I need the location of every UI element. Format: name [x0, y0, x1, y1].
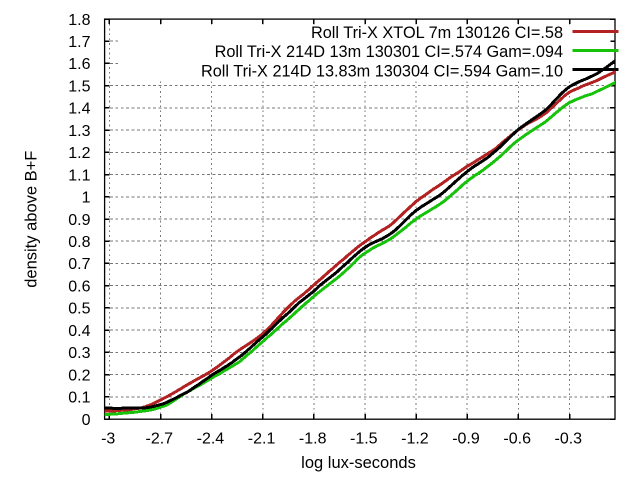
svg-text:0: 0 — [82, 412, 91, 429]
svg-text:-2.7: -2.7 — [146, 431, 174, 448]
svg-text:1.5: 1.5 — [68, 79, 90, 96]
svg-text:log lux-seconds: log lux-seconds — [301, 454, 416, 472]
svg-text:1.2: 1.2 — [68, 145, 90, 162]
svg-text:1.6: 1.6 — [68, 56, 90, 73]
svg-text:Roll Tri-X XTOL 7m 130126 CI=.: Roll Tri-X XTOL 7m 130126 CI=.58 — [311, 24, 563, 42]
svg-text:0.3: 0.3 — [68, 345, 90, 362]
svg-text:0.2: 0.2 — [68, 367, 90, 384]
svg-text:1.1: 1.1 — [68, 167, 90, 184]
svg-text:1.3: 1.3 — [68, 123, 90, 140]
svg-text:0.7: 0.7 — [68, 256, 90, 273]
svg-text:0.6: 0.6 — [68, 279, 90, 296]
svg-text:0.9: 0.9 — [68, 212, 90, 229]
svg-text:Roll Tri-X 214D 13.83m 130304: Roll Tri-X 214D 13.83m 130304 CI=.594 Ga… — [201, 62, 563, 80]
svg-text:-0.3: -0.3 — [555, 431, 583, 448]
svg-text:0.8: 0.8 — [68, 234, 90, 251]
svg-text:-3: -3 — [101, 431, 115, 448]
svg-text:1.7: 1.7 — [68, 34, 90, 51]
svg-text:Roll Tri-X 214D 13m 130301 CI=: Roll Tri-X 214D 13m 130301 CI=.574 Gam=.… — [215, 43, 563, 61]
svg-text:0.1: 0.1 — [68, 390, 90, 407]
svg-text:-0.6: -0.6 — [503, 431, 531, 448]
svg-text:1.8: 1.8 — [68, 12, 90, 29]
svg-text:-2.4: -2.4 — [197, 431, 225, 448]
svg-text:-1.2: -1.2 — [401, 431, 429, 448]
svg-text:-0.9: -0.9 — [452, 431, 480, 448]
svg-text:1.4: 1.4 — [68, 101, 90, 118]
svg-text:0.4: 0.4 — [68, 323, 90, 340]
svg-text:-1.8: -1.8 — [299, 431, 327, 448]
svg-text:0.5: 0.5 — [68, 301, 90, 318]
svg-text:-2.1: -2.1 — [248, 431, 276, 448]
svg-text:density above B+F: density above B+F — [23, 151, 41, 288]
svg-text:-1.5: -1.5 — [350, 431, 378, 448]
svg-text:1: 1 — [82, 190, 91, 207]
